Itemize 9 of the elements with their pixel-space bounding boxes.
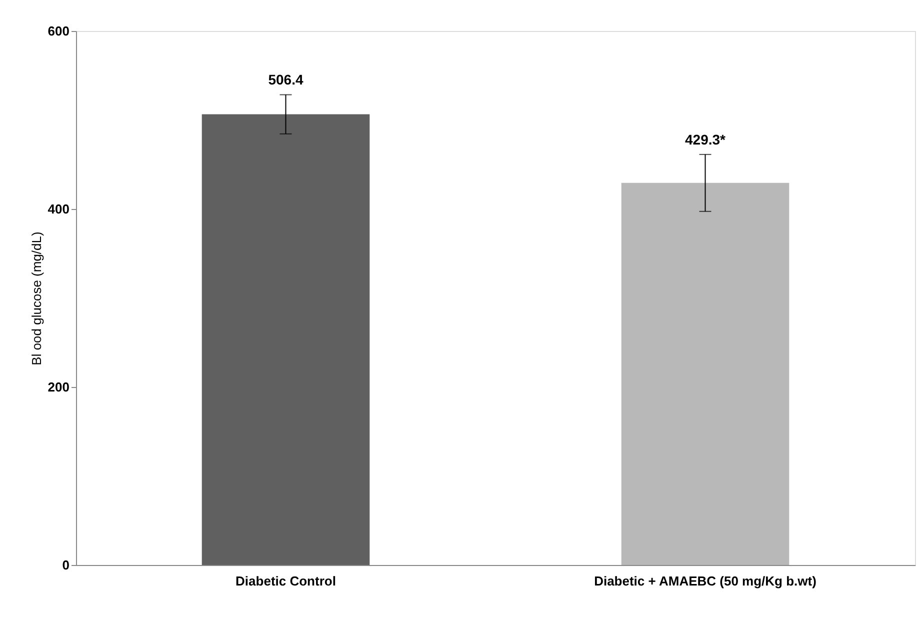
data-label: 506.4 bbox=[268, 72, 304, 88]
y-tick-label: 200 bbox=[48, 380, 70, 394]
x-tick-label: Diabetic + AMAEBC (50 mg/Kg b.wt) bbox=[594, 574, 816, 588]
x-tick-label: Diabetic Control bbox=[236, 574, 336, 588]
y-tick-label: 600 bbox=[48, 24, 70, 38]
y-axis-title: Bl ood glucose (mg/dL) bbox=[28, 232, 44, 366]
y-tick-label: 400 bbox=[48, 202, 70, 216]
y-tick-label: 0 bbox=[62, 558, 70, 572]
data-label: 429.3* bbox=[685, 131, 726, 148]
